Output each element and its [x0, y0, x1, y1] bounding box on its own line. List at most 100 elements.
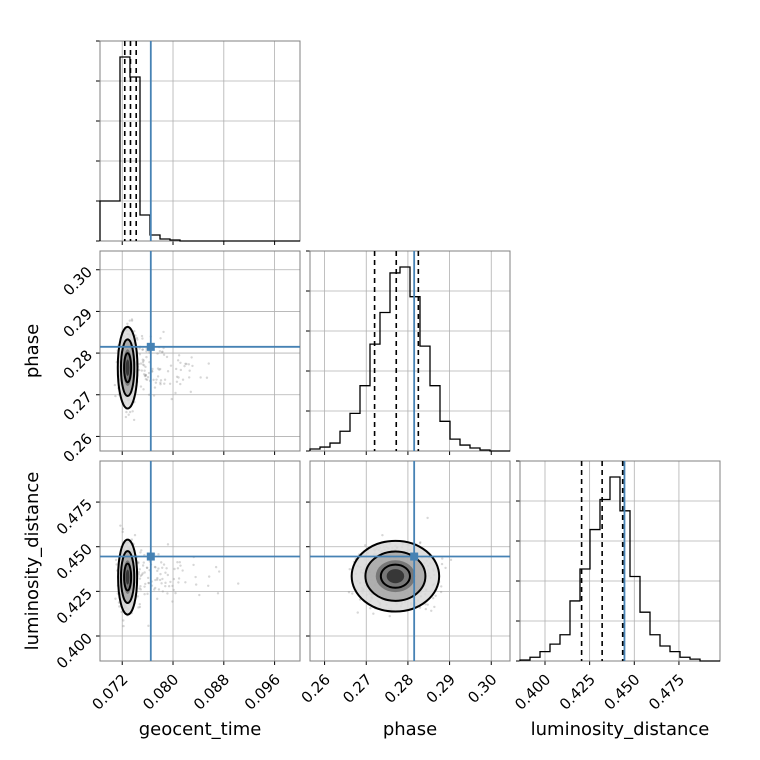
contour-0.99	[116, 325, 139, 410]
tick-label-y: 0.475	[53, 495, 96, 538]
sample-point	[113, 383, 117, 387]
sample-point	[145, 566, 149, 569]
sample-point	[179, 361, 182, 364]
sample-point	[198, 593, 201, 597]
sample-point	[138, 577, 142, 580]
sample-point	[139, 362, 143, 365]
histogram-panel-phase	[306, 250, 511, 455]
sample-point	[140, 334, 144, 338]
truth-marker	[410, 552, 419, 561]
sample-point	[179, 368, 183, 372]
sample-point	[166, 573, 170, 577]
tick-label-y: 0.450	[53, 540, 96, 583]
sample-point	[147, 581, 150, 585]
sample-point	[172, 588, 175, 592]
sample-point	[143, 571, 146, 574]
tick-label-x: 0.096	[241, 670, 284, 713]
sample-point	[194, 575, 197, 579]
pair-panel-geocent_time-luminosity_distance	[96, 460, 301, 665]
sample-point	[152, 378, 155, 382]
sample-point	[175, 380, 179, 383]
sample-point	[125, 410, 128, 414]
sample-point	[159, 337, 162, 340]
sample-point	[128, 410, 132, 414]
sample-point	[147, 581, 151, 585]
sample-point	[145, 566, 149, 570]
sample-point	[174, 367, 178, 371]
sample-point	[141, 348, 145, 351]
sample-point	[169, 364, 173, 367]
tick-label-y: 0.28	[60, 346, 96, 382]
histogram-panel-luminosity_distance	[516, 460, 721, 665]
sample-point	[165, 567, 168, 570]
sample-point	[164, 581, 167, 585]
density-level	[386, 569, 405, 584]
sample-point	[132, 418, 136, 422]
panel-content	[100, 251, 300, 451]
sample-point	[184, 581, 187, 584]
sample-point	[142, 364, 146, 367]
sample-point	[156, 375, 160, 378]
sample-point	[146, 376, 150, 379]
sample-point	[121, 527, 125, 531]
sample-point	[165, 355, 169, 359]
sample-point	[153, 565, 157, 569]
sample-point	[136, 595, 139, 598]
sample-point	[433, 605, 436, 609]
sample-point	[164, 584, 167, 588]
sample-point	[141, 360, 145, 364]
tick-label-y: 0.27	[60, 388, 96, 424]
sample-point	[138, 602, 141, 606]
sample-point	[177, 376, 180, 379]
sample-point	[138, 353, 142, 356]
sample-point	[141, 337, 144, 340]
sample-point	[114, 597, 117, 600]
sample-point	[127, 413, 130, 416]
sample-point	[133, 533, 137, 537]
sample-point	[137, 368, 141, 372]
sample-point	[143, 369, 146, 372]
sample-point	[178, 561, 182, 564]
sample-point	[122, 619, 125, 622]
sample-point	[141, 572, 144, 575]
sample-point	[114, 394, 117, 398]
sample-point	[156, 367, 160, 370]
sample-point	[151, 367, 154, 371]
sample-point	[356, 611, 359, 614]
sample-point	[170, 397, 173, 401]
sample-point	[179, 564, 182, 567]
sample-point	[144, 365, 147, 369]
axes-frame	[309, 250, 511, 452]
tick-label-x: 0.450	[601, 670, 644, 713]
sample-point	[157, 567, 160, 570]
tick-label-x: 0.475	[645, 670, 688, 713]
sample-point	[172, 577, 176, 581]
sample-point	[166, 592, 169, 595]
contour-0.99	[350, 539, 441, 613]
sample-point	[419, 541, 422, 544]
sample-point	[138, 587, 141, 590]
sample-point	[159, 367, 162, 371]
sample-point	[119, 524, 122, 527]
sample-point	[444, 566, 447, 570]
sample-point	[139, 588, 143, 591]
sample-point	[147, 624, 150, 628]
sample-point	[158, 578, 162, 582]
tick-label-y: 0.400	[53, 629, 96, 672]
sample-point	[161, 577, 164, 581]
sample-point	[440, 562, 444, 566]
sample-point	[159, 381, 162, 384]
sample-point	[141, 358, 145, 361]
sample-point	[347, 590, 351, 594]
pair-panel-phase-luminosity_distance	[306, 460, 511, 665]
sample-point	[156, 569, 159, 573]
sample-point	[158, 368, 161, 371]
panel-content	[100, 461, 300, 661]
sample-point	[166, 543, 170, 546]
sample-point	[137, 606, 140, 609]
panel-content	[310, 461, 510, 661]
sample-point	[121, 530, 124, 534]
tick-label-y: 0.425	[53, 585, 96, 628]
sample-point	[176, 561, 179, 564]
sample-point	[162, 330, 165, 334]
